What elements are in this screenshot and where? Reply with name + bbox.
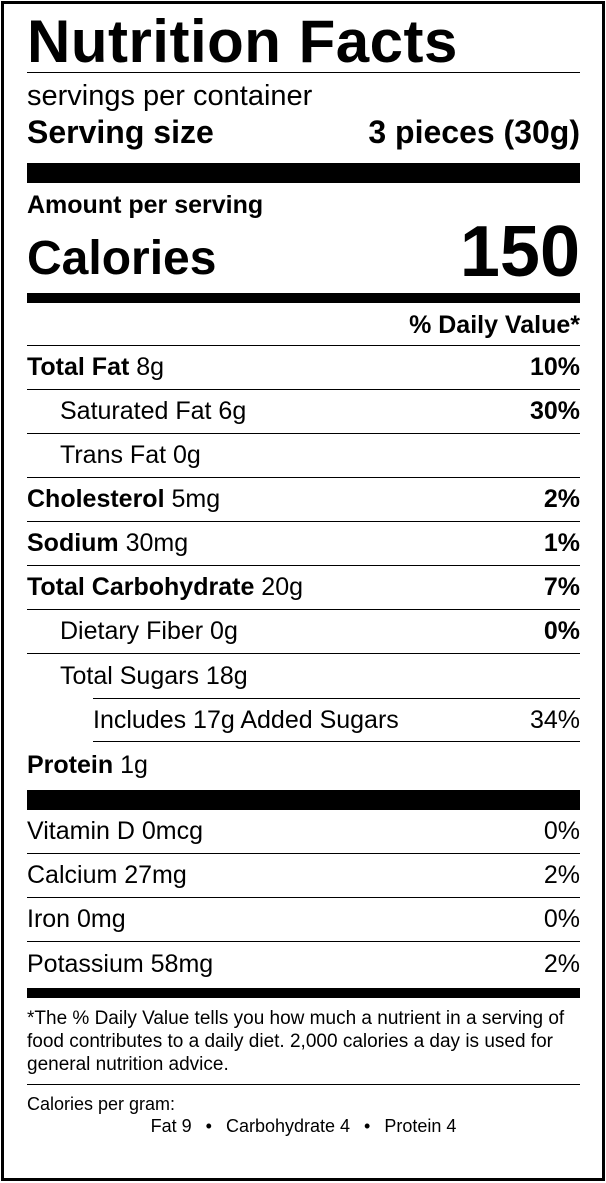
vitamin-d-name: Vitamin D 0mcg <box>27 817 203 845</box>
dietary-fiber-dv: 0% <box>543 617 580 645</box>
added-sugars-name: Includes 17g Added Sugars <box>93 705 399 734</box>
total-sugars-name: Total Sugars 18g <box>60 661 248 690</box>
total-fat-name: Total Fat <box>27 353 130 381</box>
calories-value: 150 <box>459 212 580 292</box>
vitamin-d-dv: 0% <box>543 817 580 845</box>
protein-name: Protein <box>27 750 114 779</box>
total-carbohydrate-name: Total Carbohydrate <box>27 573 255 601</box>
nutrient-row-total-sugars: Total Sugars 18g <box>27 654 580 698</box>
nutrient-row-cholesterol: Cholesterol 5mg 2% <box>27 478 580 522</box>
servings-per-container: servings per container <box>27 80 313 112</box>
thick-divider-vitamins <box>27 790 580 810</box>
nutrient-row-sodium: Sodium 30mg 1% <box>27 522 580 566</box>
nutrient-row-total-carbohydrate: Total Carbohydrate 20g 7% <box>27 566 580 610</box>
total-carbohydrate-dv: 7% <box>543 573 580 601</box>
cholesterol-amount: 5mg <box>171 485 221 513</box>
thick-divider-footnote <box>27 988 580 998</box>
sodium-name: Sodium <box>27 529 119 557</box>
sodium-amount: 30mg <box>125 529 189 557</box>
nutrient-row-total-fat: Total Fat 8g 10% <box>27 346 580 390</box>
nutrient-row-dietary-fiber: Dietary Fiber 0g 0% <box>27 610 580 654</box>
nutrient-row-protein: Protein 1g <box>27 742 580 788</box>
vitamin-row-potassium: Potassium 58mg 2% <box>27 942 580 986</box>
potassium-name: Potassium 58mg <box>27 949 214 978</box>
vitamin-row-calcium: Calcium 27mg 2% <box>27 854 580 898</box>
nutrient-row-saturated-fat: Saturated Fat 6g 30% <box>27 390 580 434</box>
title-rule <box>27 72 580 73</box>
total-fat-amount: 8g <box>136 353 165 381</box>
saturated-fat-dv: 30% <box>529 397 580 425</box>
bullet-separator: • <box>364 1116 371 1136</box>
added-sugars-wrap: Includes 17g Added Sugars 34% <box>93 698 580 742</box>
dietary-fiber-name: Dietary Fiber 0g <box>60 617 238 645</box>
calories-row: Calories 150 <box>27 212 580 292</box>
calories-label: Calories <box>27 232 217 285</box>
cpg-carbohydrate: Carbohydrate 4 <box>225 1116 351 1136</box>
vitamin-row-vitamin-d: Vitamin D 0mcg 0% <box>27 810 580 854</box>
serving-size-row: Serving size 3 pieces (30g) <box>27 115 580 149</box>
thick-divider-calories <box>27 293 580 303</box>
calcium-dv: 2% <box>543 861 580 889</box>
trans-fat-name: Trans Fat 0g <box>60 441 201 469</box>
cpg-fat: Fat 9 <box>150 1116 192 1136</box>
added-sugars-dv: 34% <box>529 705 580 734</box>
label-title: Nutrition Facts <box>27 8 458 75</box>
potassium-dv: 2% <box>543 949 580 978</box>
vitamin-row-iron: Iron 0mg 0% <box>27 898 580 942</box>
calories-per-gram-values: Fat 9 • Carbohydrate 4 • Protein 4 <box>27 1115 580 1137</box>
amount-per-serving: Amount per serving <box>27 191 264 219</box>
saturated-fat-name: Saturated Fat 6g <box>60 397 247 425</box>
cholesterol-dv: 2% <box>543 485 580 513</box>
nutrient-row-added-sugars: Includes 17g Added Sugars 34% <box>93 698 580 742</box>
iron-name: Iron 0mg <box>27 905 126 933</box>
calories-per-gram-label: Calories per gram: <box>27 1094 176 1114</box>
daily-value-footnote: *The % Daily Value tells you how much a … <box>27 1007 580 1085</box>
nutrient-row-trans-fat: Trans Fat 0g <box>27 434 580 478</box>
protein-amount: 1g <box>120 750 148 779</box>
bullet-separator: • <box>205 1116 212 1136</box>
sodium-dv: 1% <box>543 529 580 557</box>
total-fat-dv: 10% <box>529 353 580 381</box>
cholesterol-name: Cholesterol <box>27 485 165 513</box>
serving-size-value: 3 pieces (30g) <box>368 114 580 150</box>
calcium-name: Calcium 27mg <box>27 861 187 889</box>
total-carbohydrate-amount: 20g <box>261 573 304 601</box>
daily-value-header: % Daily Value* <box>27 303 580 346</box>
cpg-protein: Protein 4 <box>384 1116 457 1136</box>
thick-divider-top <box>27 163 580 183</box>
serving-size-label: Serving size <box>27 114 214 150</box>
iron-dv: 0% <box>543 905 580 933</box>
